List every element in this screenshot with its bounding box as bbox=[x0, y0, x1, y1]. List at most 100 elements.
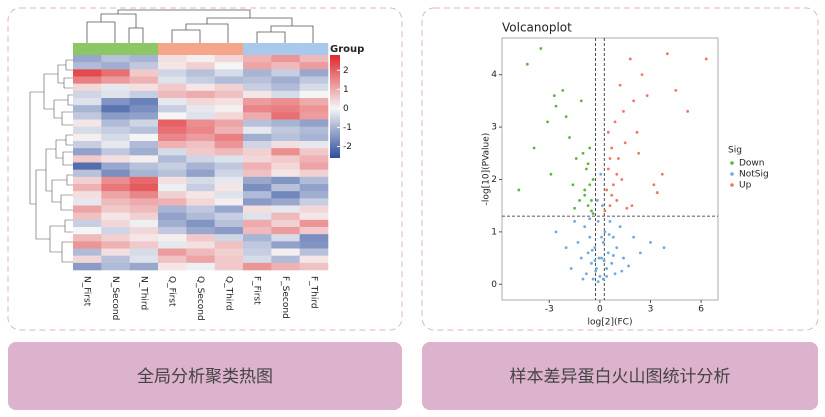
color-tick-label: 0 bbox=[343, 104, 349, 114]
heatmap-cell bbox=[73, 90, 102, 99]
point bbox=[596, 220, 600, 223]
heatmap-cell bbox=[271, 191, 300, 199]
legend-label: Up bbox=[739, 181, 752, 191]
heatmap-cell bbox=[129, 198, 159, 206]
heatmap-cell bbox=[243, 219, 272, 228]
point bbox=[588, 217, 592, 221]
color-tick-label: -1 bbox=[343, 123, 352, 133]
point bbox=[579, 99, 583, 103]
heatmap-cell bbox=[271, 262, 300, 271]
point bbox=[645, 94, 649, 98]
heatmap-cell bbox=[158, 241, 187, 249]
heatmap-cell bbox=[243, 191, 272, 199]
heatmap-cell bbox=[186, 255, 215, 264]
x-tick-label: -3 bbox=[545, 305, 554, 315]
heatmap-cell bbox=[271, 219, 300, 228]
heatmap-cell bbox=[186, 155, 215, 163]
point bbox=[581, 277, 585, 281]
heatmap-cell bbox=[186, 69, 215, 77]
point bbox=[569, 267, 573, 270]
heatmap-cell bbox=[299, 83, 329, 92]
x-axis-label: log[2](FC) bbox=[588, 318, 633, 328]
heatmap-cell bbox=[299, 255, 329, 264]
heatmap-cell bbox=[129, 62, 159, 70]
heatmap-cell bbox=[243, 133, 272, 142]
heatmap-cell bbox=[101, 169, 130, 178]
point bbox=[586, 162, 590, 166]
point bbox=[576, 240, 580, 244]
point bbox=[704, 57, 708, 61]
point bbox=[571, 183, 575, 187]
heatmap-cell bbox=[129, 227, 159, 235]
point bbox=[660, 172, 664, 176]
heatmap-cell bbox=[299, 227, 329, 235]
heatmap-cell bbox=[73, 119, 102, 127]
y-tick-label: 3 bbox=[491, 123, 497, 133]
point bbox=[606, 251, 610, 255]
column-label: N_First bbox=[82, 276, 92, 307]
heatmap-cell bbox=[158, 176, 187, 185]
heatmap-cell bbox=[243, 241, 272, 249]
caption: 全局分析聚类热图 bbox=[137, 367, 273, 387]
heatmap-cell bbox=[214, 255, 244, 264]
heatmap-cell bbox=[214, 241, 244, 249]
heatmap-cell bbox=[101, 155, 130, 163]
heatmap-cell bbox=[214, 98, 244, 106]
heatmap-cell bbox=[101, 205, 130, 213]
point bbox=[591, 212, 595, 215]
heatmap-cell bbox=[271, 248, 300, 256]
row-dendrogram bbox=[29, 59, 73, 263]
heatmap-cell bbox=[243, 234, 272, 242]
point bbox=[564, 115, 568, 118]
heatmap-cell bbox=[73, 162, 102, 170]
heatmap-cell bbox=[299, 155, 329, 163]
heatmap-cell bbox=[186, 112, 215, 120]
heatmap-cell bbox=[243, 212, 272, 221]
heatmap-cell bbox=[129, 262, 159, 271]
heatmap-cell bbox=[243, 69, 272, 77]
point bbox=[539, 47, 543, 50]
heatmap-cell bbox=[299, 205, 329, 213]
heatmap-cell bbox=[129, 69, 159, 77]
heatmap-cell bbox=[158, 219, 187, 228]
heatmap-cell bbox=[129, 141, 159, 149]
heatmap-cell bbox=[129, 241, 159, 249]
heatmap-cell bbox=[73, 255, 102, 264]
heatmap-cell bbox=[73, 219, 102, 228]
heatmap-cell bbox=[243, 112, 272, 120]
point bbox=[613, 272, 617, 276]
point bbox=[608, 157, 612, 160]
legend-marker bbox=[730, 172, 734, 176]
heatmap-cell bbox=[101, 133, 130, 142]
heatmap-cell bbox=[243, 76, 272, 84]
heatmap-cell bbox=[214, 76, 244, 84]
heatmap-cell bbox=[158, 148, 187, 156]
heatmap-cell bbox=[101, 198, 130, 206]
heatmap-cell bbox=[214, 55, 244, 63]
point bbox=[601, 277, 605, 281]
point bbox=[583, 188, 587, 192]
heatmap-cell bbox=[129, 133, 159, 142]
heatmap-cell bbox=[271, 205, 300, 213]
point bbox=[588, 146, 592, 150]
heatmap-cell bbox=[101, 119, 130, 127]
point bbox=[622, 109, 625, 113]
point bbox=[606, 130, 610, 134]
heatmap-cell bbox=[299, 69, 329, 77]
legend-marker bbox=[730, 183, 734, 187]
point bbox=[628, 57, 632, 61]
heatmap-cell bbox=[186, 198, 215, 206]
point bbox=[613, 120, 617, 124]
point bbox=[586, 204, 590, 208]
heatmap-cell bbox=[101, 162, 130, 170]
heatmap-cell bbox=[73, 205, 102, 213]
heatmap-cell bbox=[186, 90, 215, 99]
heatmap-cell bbox=[271, 76, 300, 84]
heatmap-cell bbox=[214, 205, 244, 213]
heatmap-cell bbox=[214, 62, 244, 70]
heatmap-cell bbox=[299, 148, 329, 156]
heatmap-cell bbox=[129, 126, 159, 135]
heatmap-cell bbox=[186, 219, 215, 228]
heatmap-cell bbox=[243, 262, 272, 271]
point bbox=[608, 220, 612, 223]
